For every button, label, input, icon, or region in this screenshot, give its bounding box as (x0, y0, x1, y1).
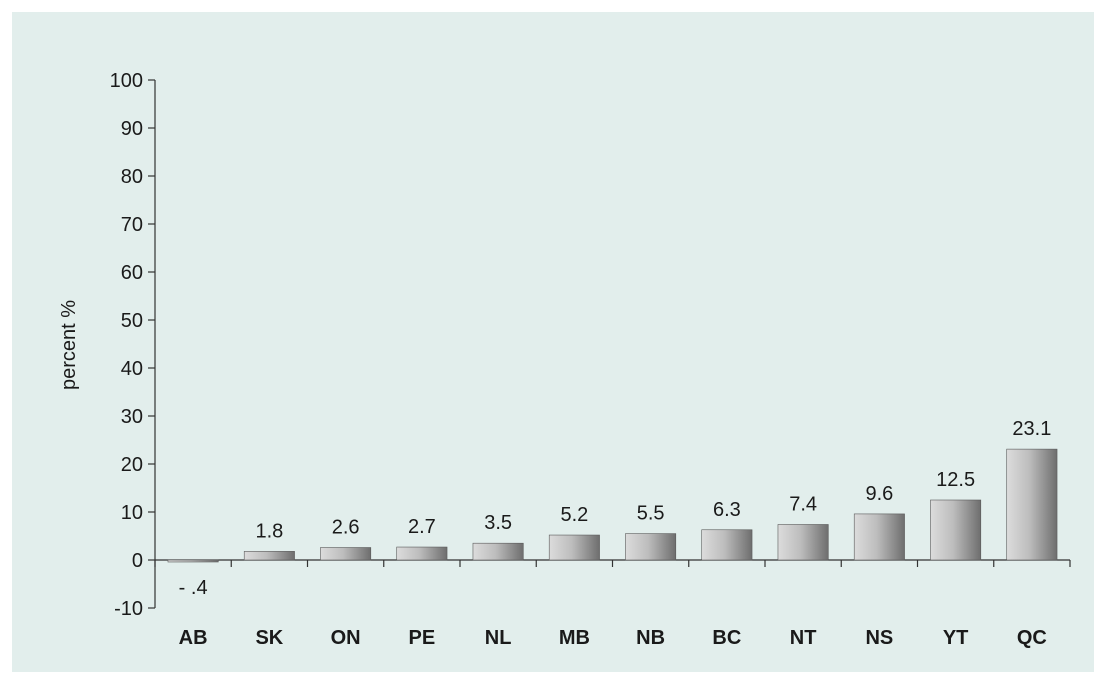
y-tick-label: -10 (114, 598, 143, 620)
category-label-ab: AB (179, 627, 208, 649)
y-tick-label: 40 (121, 358, 143, 380)
category-label-nb: NB (636, 627, 665, 649)
category-label-nt: NT (790, 627, 817, 649)
bar-qc (1006, 448, 1058, 561)
value-label-on: 2.6 (332, 517, 360, 539)
value-label-yt: 12.5 (936, 469, 975, 491)
bar-bc (701, 529, 753, 561)
value-label-qc: 23.1 (1012, 418, 1051, 440)
value-label-ns: 9.6 (865, 483, 893, 505)
value-label-nb: 5.5 (637, 503, 665, 525)
y-tick-label: 70 (121, 214, 143, 236)
y-axis: -10 0 10 20 30 40 50 60 70 80 90 100 (110, 70, 156, 620)
value-label-nl: 3.5 (484, 512, 512, 534)
bar-sk (243, 551, 295, 561)
category-label-nl: NL (485, 627, 512, 649)
y-tick-label: 30 (121, 406, 143, 428)
y-tick-label: 60 (121, 262, 143, 284)
bars (167, 448, 1058, 563)
y-tick-label: 50 (121, 310, 143, 332)
bar-ns (853, 513, 905, 561)
category-labels: AB SK ON PE NL MB NB BC NT NS YT QC (179, 627, 1047, 649)
bar-mb (548, 534, 600, 561)
category-label-on: ON (331, 627, 361, 649)
y-tick-label: 0 (132, 550, 143, 572)
category-label-pe: PE (409, 627, 436, 649)
value-label-sk: 1.8 (255, 520, 283, 542)
value-label-mb: 5.2 (560, 504, 588, 526)
category-label-qc: QC (1017, 627, 1047, 649)
category-label-bc: BC (712, 627, 741, 649)
y-tick-label: 90 (121, 118, 143, 140)
category-label-ns: NS (865, 627, 893, 649)
category-label-yt: YT (943, 627, 969, 649)
bar-on (320, 547, 372, 561)
bar-yt (930, 499, 982, 561)
y-tick-label: 20 (121, 454, 143, 476)
bar-nb (625, 533, 677, 561)
x-axis (154, 559, 1071, 567)
category-label-mb: MB (559, 627, 590, 649)
value-label-nt: 7.4 (789, 493, 817, 515)
bar-nl (472, 542, 524, 561)
y-axis-title: percent % (58, 300, 80, 390)
category-label-sk: SK (255, 627, 283, 649)
bar-pe (396, 546, 448, 561)
bar-nt (777, 524, 829, 561)
value-label-pe: 2.7 (408, 516, 436, 538)
value-label-ab: - .4 (179, 577, 208, 599)
value-labels: - .4 1.8 2.6 2.7 3.5 5.2 5.5 6.3 7.4 9.6 12.5 23.1 (179, 418, 1052, 599)
y-tick-label: 80 (121, 166, 143, 188)
bar-ab (167, 559, 219, 563)
y-tick-label: 100 (110, 70, 143, 92)
value-label-bc: 6.3 (713, 499, 741, 521)
y-tick-label: 10 (121, 502, 143, 524)
